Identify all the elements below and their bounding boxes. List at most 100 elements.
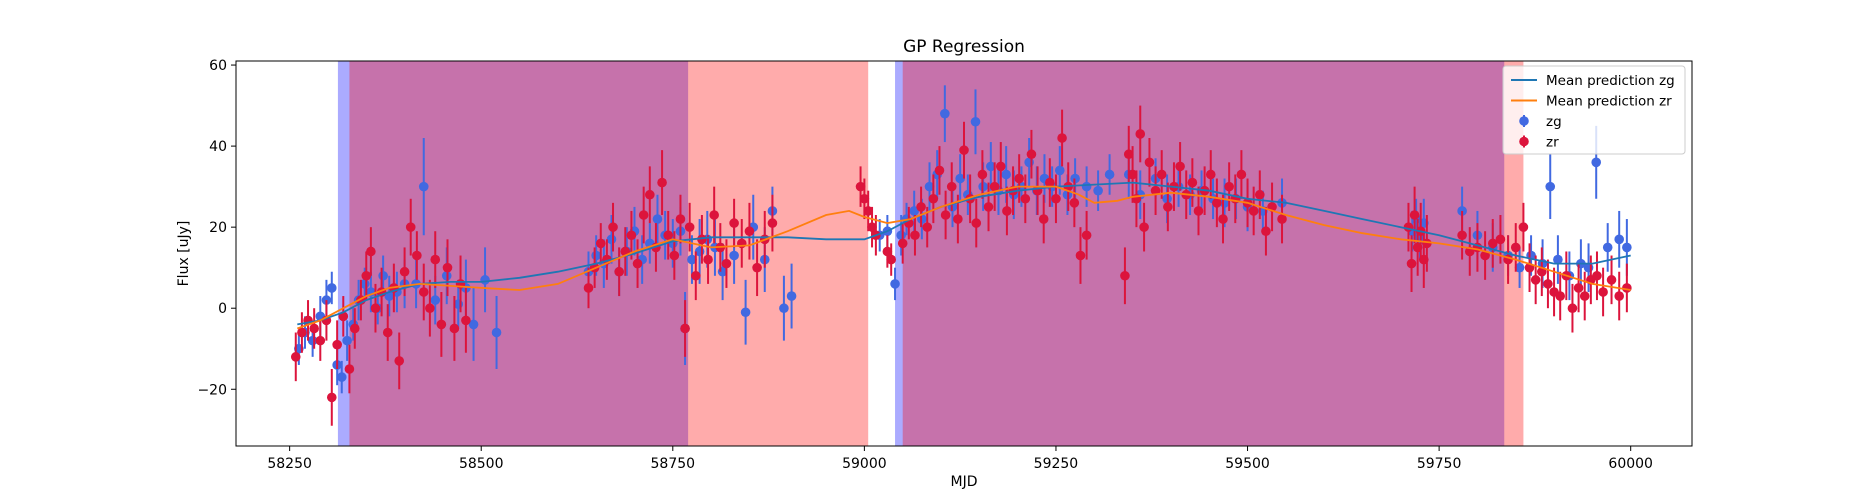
x-tick-label-59250: 59250 xyxy=(1034,456,1079,472)
y-axis: −20 0 20 40 60 xyxy=(197,58,236,398)
mean-prediction-line-zr xyxy=(297,185,1631,330)
zr-point-55 xyxy=(729,218,739,228)
zg-point-113 xyxy=(1591,157,1602,168)
zr-point-33 xyxy=(595,238,606,249)
zr-point-28 xyxy=(449,323,460,334)
zg-point-42 xyxy=(687,254,697,265)
zr-point-133 xyxy=(1422,238,1432,249)
x-tick-label-58500: 58500 xyxy=(459,456,504,472)
zr-point-31 xyxy=(583,283,594,293)
zr-point-83 xyxy=(989,181,1000,192)
x-tick-label-59750: 59750 xyxy=(1417,456,1462,472)
zg-point-114 xyxy=(1602,242,1613,253)
zr-point-2 xyxy=(297,327,307,338)
zr-point-70 xyxy=(910,230,920,241)
y-tick-label--20: −20 xyxy=(197,382,227,398)
zr-point-1 xyxy=(290,352,301,362)
zr-point-11 xyxy=(349,323,360,334)
zg-point-74 xyxy=(1024,157,1034,168)
zr-point-138 xyxy=(1487,238,1498,249)
zr-point-122 xyxy=(1248,206,1259,216)
zr-point-74 xyxy=(934,165,945,176)
zr-point-62 xyxy=(859,193,870,204)
zr-point-17 xyxy=(382,327,393,338)
legend-label-1: Mean prediction zg xyxy=(1546,73,1675,89)
legend-label-3: zg xyxy=(1546,114,1562,130)
zr-point-78 xyxy=(959,145,969,155)
shaded-region-zr-3 xyxy=(349,61,869,446)
zr-point-112 xyxy=(1187,177,1198,188)
shaded-regions xyxy=(337,61,1524,446)
zg-point-83 xyxy=(1104,169,1115,180)
zr-point-96 xyxy=(1069,198,1080,208)
zg-point-9 xyxy=(342,335,352,346)
zr-point-36 xyxy=(614,266,624,277)
zr-point-54 xyxy=(721,258,732,269)
zr-point-24 xyxy=(425,303,435,314)
zr-point-47 xyxy=(680,323,690,334)
y-axis-label: Flux [uJy] xyxy=(176,221,192,287)
zr-point-124 xyxy=(1261,226,1271,237)
shaded-region-zg-2 xyxy=(895,61,1505,446)
x-axis-label: MJD xyxy=(951,474,978,490)
zr-point-30 xyxy=(461,315,471,326)
legend-box xyxy=(1502,65,1686,155)
zr-point-50 xyxy=(697,234,707,245)
zr-point-146 xyxy=(1543,279,1553,289)
zr-point-80 xyxy=(971,218,982,228)
zr-point-141 xyxy=(1510,242,1521,253)
zr-point-8 xyxy=(332,339,342,350)
zg-point-15 xyxy=(378,270,388,281)
zr-point-52 xyxy=(709,210,719,220)
zr-point-100 xyxy=(1123,149,1134,160)
zr-point-156 xyxy=(1606,275,1617,285)
x-axis: 58250 58500 58750 59000 59250 59500 59750 60000 xyxy=(267,446,1653,472)
zr-point-110 xyxy=(1175,161,1185,172)
zr-point-81 xyxy=(977,169,988,180)
zg-point-81 xyxy=(1081,181,1092,192)
zr-point-46 xyxy=(675,214,686,224)
zr-point-106 xyxy=(1150,185,1161,196)
zr-point-139 xyxy=(1495,234,1506,245)
y-tick-label-0: 0 xyxy=(218,301,227,317)
zr-point-103 xyxy=(1135,129,1146,139)
zg-point-25 xyxy=(468,319,479,330)
zr-point-85 xyxy=(1002,206,1012,216)
zg-point-57 xyxy=(896,230,906,241)
legend: Mean prediction zg Mean prediction zr zg zr xyxy=(1502,65,1686,155)
zr-point-7 xyxy=(326,392,337,403)
zr-point-117 xyxy=(1218,214,1228,224)
y-tick-label-40: 40 xyxy=(209,139,227,155)
zr-point-150 xyxy=(1567,303,1578,314)
zr-point-19 xyxy=(394,356,405,366)
zg-point-37 xyxy=(652,214,663,224)
zr-point-107 xyxy=(1156,169,1167,180)
zg-point-116 xyxy=(1622,242,1632,253)
zr-point-39 xyxy=(632,258,643,269)
zr-point-123 xyxy=(1254,189,1265,200)
zr-point-71 xyxy=(916,202,926,212)
zr-point-21 xyxy=(405,222,416,232)
plot-frame xyxy=(235,60,1693,447)
zg-point-29 xyxy=(591,250,601,261)
zr-point-99 xyxy=(1120,270,1130,281)
x-tick-label-58750: 58750 xyxy=(651,456,696,472)
zr-point-26 xyxy=(436,319,447,330)
zr-point-142 xyxy=(1518,222,1529,232)
zr-point-61 xyxy=(855,181,866,192)
zr-point-93 xyxy=(1051,193,1061,204)
zg-point-21 xyxy=(430,295,441,305)
zr-point-98 xyxy=(1081,230,1092,241)
zr-point-48 xyxy=(684,222,695,232)
zg-point-27 xyxy=(491,327,502,338)
zg-point-115 xyxy=(1614,234,1624,245)
zr-point-66 xyxy=(882,246,893,257)
zr-point-35 xyxy=(608,222,618,232)
zr-point-76 xyxy=(946,181,957,192)
zr-point-15 xyxy=(370,303,381,314)
zr-point-144 xyxy=(1530,275,1541,285)
zr-point-27 xyxy=(442,262,453,273)
zr-point-89 xyxy=(1026,149,1037,160)
zr-point-5 xyxy=(315,335,326,346)
